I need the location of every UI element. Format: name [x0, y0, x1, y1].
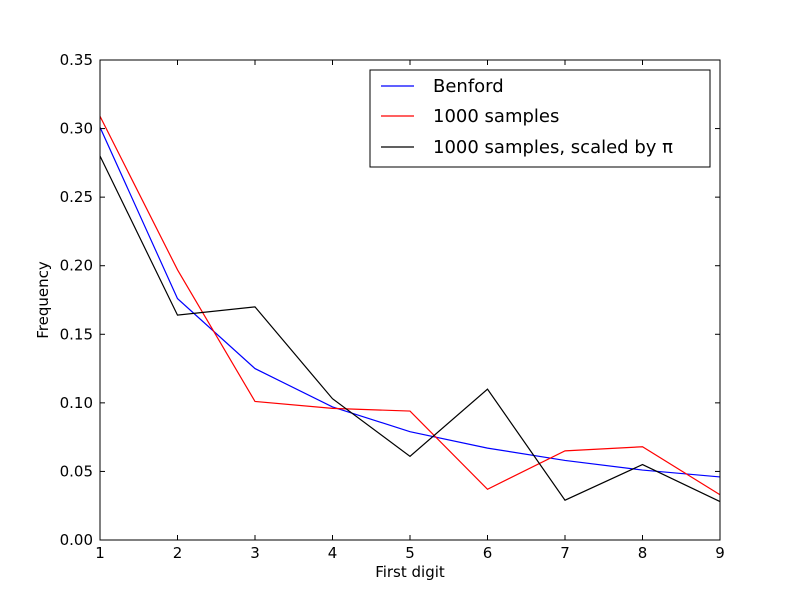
legend-label-3: 1000 samples, scaled by π [433, 137, 673, 158]
legend-label-1: Benford [433, 76, 504, 97]
y-axis-label: Frequency [34, 261, 52, 339]
legend: Benford 1000 samples 1000 samples, scaled … [369, 69, 711, 168]
legend-label-2: 1000 samples [433, 106, 559, 127]
y-tick-label: 0.30 [60, 120, 93, 138]
x-tick-label: 4 [328, 544, 338, 562]
series-line-1 [99, 126, 721, 478]
y-tick-label: 0.10 [60, 394, 93, 412]
x-axis-label: First digit [375, 563, 445, 581]
x-tick-label: 7 [560, 544, 570, 562]
y-tick-label: 0.35 [60, 51, 93, 69]
x-tick-label: 3 [250, 544, 260, 562]
x-tick-label: 1 [95, 544, 105, 562]
x-tick-label: 9 [715, 544, 725, 562]
x-tick-label: 2 [173, 544, 183, 562]
y-tick-label: 0.00 [60, 531, 93, 549]
x-tick-label: 8 [638, 544, 648, 562]
y-tick-label: 0.20 [60, 257, 93, 275]
x-tick-label: 6 [483, 544, 493, 562]
y-tick-label: 0.25 [60, 188, 93, 206]
x-tick-label: 5 [405, 544, 415, 562]
y-tick-label: 0.15 [60, 325, 93, 343]
series-layer [99, 115, 721, 503]
legend-frame [369, 69, 711, 168]
y-tick-label: 0.05 [60, 462, 93, 480]
series-line-2 [99, 115, 721, 496]
ticks-layer: 1 2 3 4 5 6 7 8 9 0.00 0.05 0.10 0.15 0.20 0.25 0.30 0.3… [60, 51, 725, 562]
series-line-3 [99, 155, 721, 503]
